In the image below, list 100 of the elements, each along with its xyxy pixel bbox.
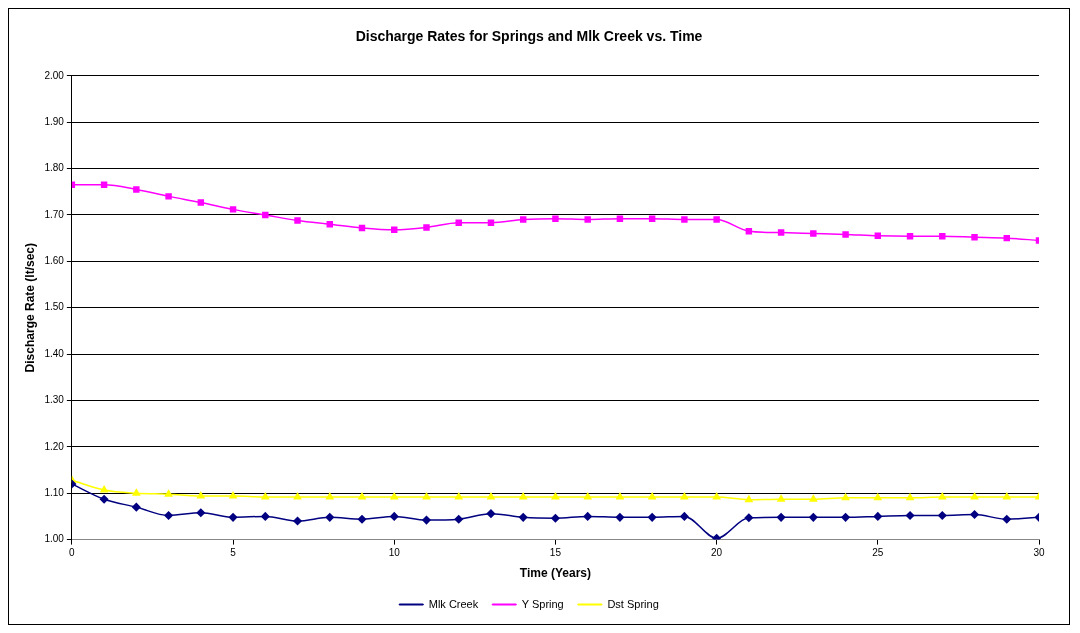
point	[905, 511, 915, 520]
y-tick-label: 1.30	[44, 394, 65, 406]
y-tick-label: 2.00	[44, 69, 65, 81]
point	[100, 181, 108, 189]
x-tick-label: 20	[711, 547, 723, 559]
point	[583, 512, 592, 521]
point	[261, 492, 270, 500]
point	[745, 495, 753, 503]
point	[133, 186, 140, 193]
point	[261, 512, 270, 521]
x-tick-label: 0	[69, 547, 76, 559]
y-tick-label: 1.90	[44, 115, 65, 127]
point	[422, 492, 431, 500]
point	[744, 513, 754, 523]
point	[713, 216, 720, 223]
point	[971, 233, 978, 241]
point	[487, 219, 495, 227]
point	[486, 509, 496, 518]
point	[938, 492, 947, 500]
point	[970, 492, 979, 500]
x-axis-title: Time (Years)	[519, 566, 592, 581]
x-tick-label: 15	[549, 547, 562, 559]
point	[487, 492, 495, 500]
point	[873, 512, 883, 521]
point	[100, 485, 108, 493]
point	[809, 495, 818, 502]
point	[391, 226, 398, 234]
point	[454, 492, 463, 500]
point	[422, 515, 431, 525]
chart-title: Discharge Rates for Springs and Mlk Creek vs. Time	[355, 28, 703, 45]
point	[874, 232, 882, 240]
point	[132, 502, 141, 512]
point	[165, 193, 172, 200]
point	[390, 492, 399, 500]
y-tick-label: 1.80	[44, 162, 65, 174]
point	[583, 492, 592, 500]
point	[423, 224, 430, 231]
point	[518, 513, 528, 522]
y-tick-label: 1.50	[44, 301, 65, 313]
point	[745, 227, 753, 235]
point	[584, 216, 591, 223]
y-axis-title: Discharge Rate (lt/sec)	[22, 243, 37, 373]
point	[164, 511, 173, 520]
point	[293, 516, 302, 526]
point	[325, 492, 334, 500]
point	[455, 219, 462, 227]
point	[519, 216, 527, 223]
point	[615, 513, 625, 522]
point	[1002, 492, 1011, 500]
point	[938, 511, 947, 520]
point	[229, 491, 237, 499]
point	[325, 513, 335, 522]
x-tick-label: 5	[230, 547, 237, 559]
point	[552, 215, 559, 222]
point	[841, 493, 850, 501]
y-tick-label: 1.20	[44, 440, 65, 452]
point	[970, 510, 979, 519]
point	[262, 211, 269, 219]
y-tick-label: 1.70	[44, 208, 65, 220]
y-tick-label: 1.00	[44, 533, 65, 545]
point	[294, 217, 301, 224]
y-tick-label: 1.10	[44, 486, 65, 498]
point	[776, 513, 786, 522]
point	[358, 224, 366, 232]
legend-label: Dst Spring	[607, 597, 659, 610]
point	[874, 493, 882, 501]
point	[389, 512, 399, 521]
point	[551, 514, 560, 523]
point	[810, 230, 817, 237]
point	[326, 220, 333, 228]
point	[647, 513, 657, 522]
point	[777, 495, 785, 502]
point	[681, 216, 688, 223]
point	[842, 231, 849, 238]
point	[358, 492, 366, 500]
point	[197, 491, 205, 499]
point	[680, 492, 689, 500]
point	[906, 493, 914, 501]
point	[648, 215, 656, 222]
y-tick-label: 1.40	[44, 347, 65, 359]
x-tick-label: 10	[388, 547, 401, 559]
point	[648, 492, 656, 500]
point	[939, 233, 946, 240]
point	[229, 206, 237, 213]
point	[1003, 234, 1010, 242]
point	[454, 514, 463, 524]
point	[1002, 514, 1012, 524]
point	[99, 495, 109, 504]
point	[551, 492, 560, 500]
y-tick-label: 1.60	[44, 255, 65, 267]
point	[712, 492, 721, 500]
point	[906, 233, 914, 240]
point	[616, 215, 624, 222]
point	[164, 489, 173, 497]
x-tick-label: 25	[872, 547, 884, 559]
legend-label: Mlk Creek	[428, 597, 479, 610]
point	[197, 199, 205, 206]
point	[293, 492, 302, 500]
point	[841, 513, 850, 522]
point	[809, 513, 818, 522]
